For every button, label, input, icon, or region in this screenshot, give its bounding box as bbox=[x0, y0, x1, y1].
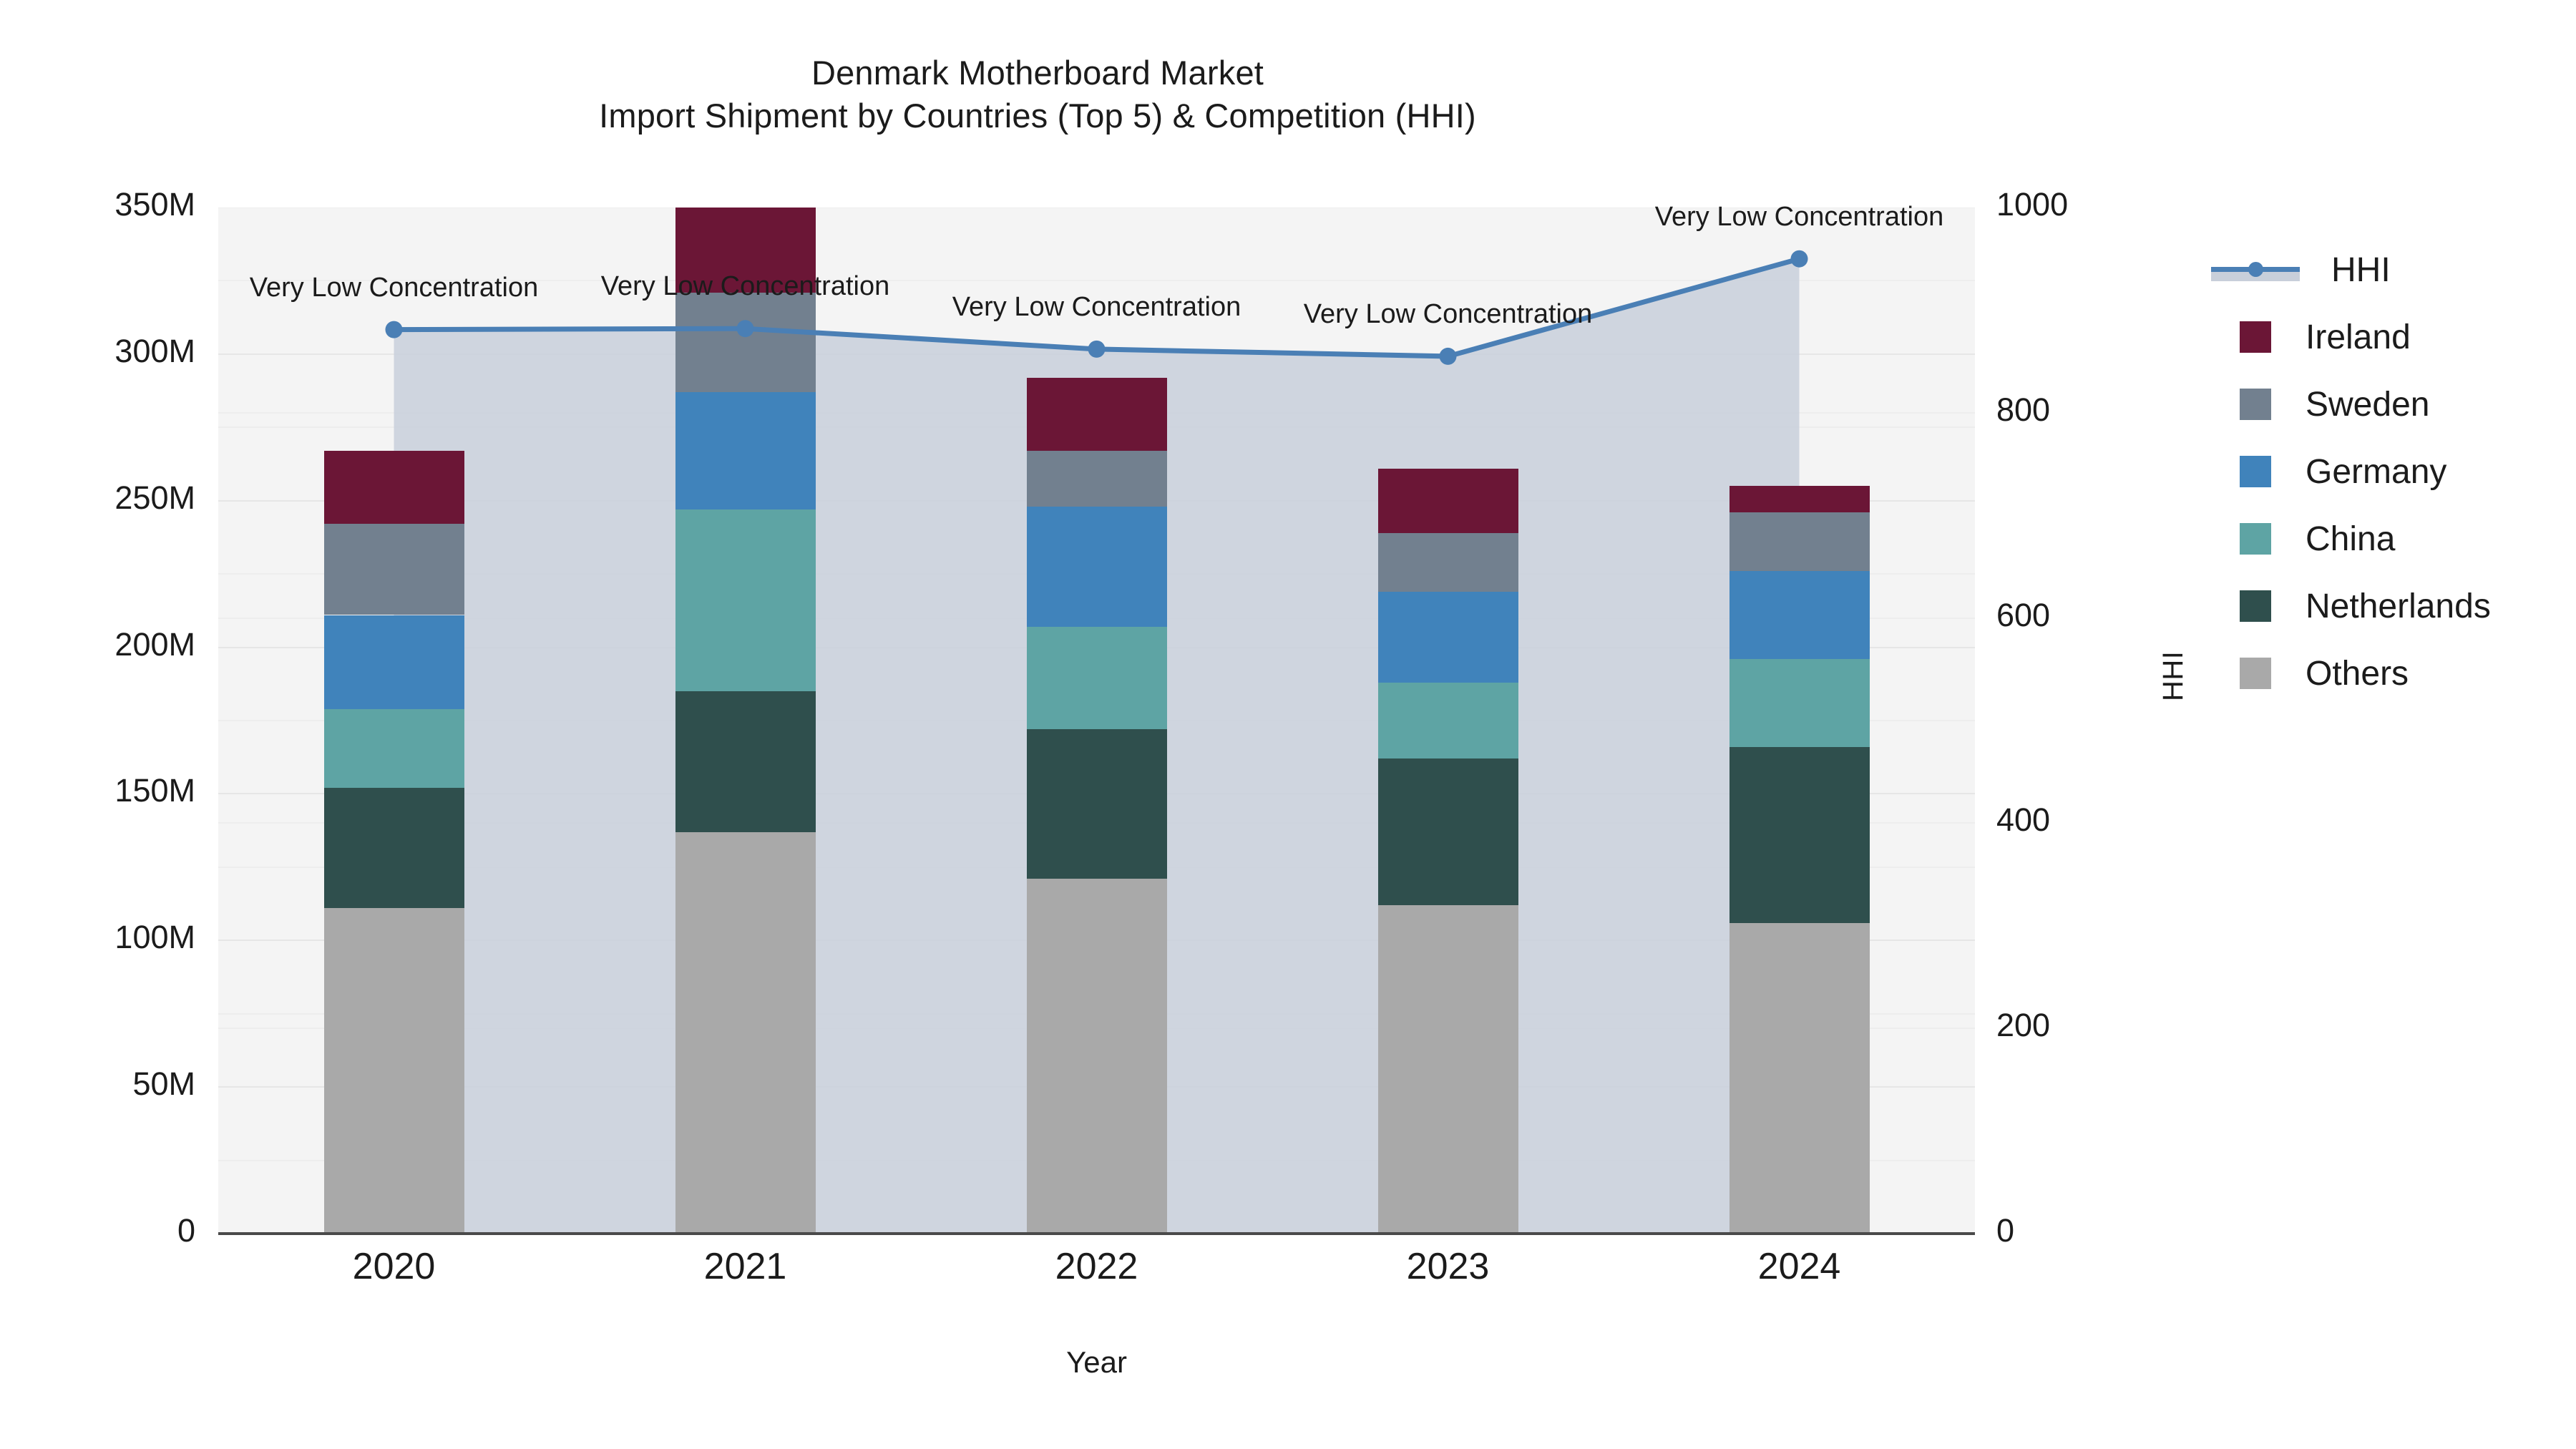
y-axis-left-tick: 200M bbox=[114, 625, 195, 663]
legend-item[interactable]: Germany bbox=[2211, 438, 2562, 505]
bar-segment[interactable] bbox=[1026, 729, 1167, 879]
legend-color-swatch bbox=[2240, 321, 2271, 353]
hhi-annotation: Very Low Concentration bbox=[249, 272, 539, 303]
y-axis-left-tick: 250M bbox=[114, 479, 195, 516]
hhi-annotation: Very Low Concentration bbox=[600, 271, 890, 302]
legend: HHI Ireland Sweden Germany China Netherlands O… bbox=[2211, 236, 2562, 707]
x-axis-label: Year bbox=[1066, 1345, 1127, 1379]
bar-segment[interactable] bbox=[323, 524, 464, 615]
legend-line-icon bbox=[2211, 254, 2300, 286]
y-axis-right-tick: 0 bbox=[1996, 1212, 2015, 1249]
legend-item[interactable]: China bbox=[2211, 505, 2562, 572]
bar-segment[interactable] bbox=[1026, 377, 1167, 452]
plot-area bbox=[218, 208, 1975, 1234]
hhi-annotation: Very Low Concentration bbox=[1654, 201, 1944, 232]
bar-segment[interactable] bbox=[1729, 746, 1870, 923]
hhi-marker[interactable] bbox=[1439, 347, 1457, 365]
legend-label: HHI bbox=[2331, 250, 2391, 289]
legend-item[interactable]: Sweden bbox=[2211, 371, 2562, 438]
bar-segment[interactable] bbox=[1026, 879, 1167, 1234]
hhi-annotation: Very Low Concentration bbox=[952, 291, 1241, 322]
bar-segment[interactable] bbox=[323, 908, 464, 1234]
bar-segment[interactable] bbox=[675, 392, 816, 509]
bar-segment[interactable] bbox=[1377, 682, 1518, 759]
x-axis-tick: 2024 bbox=[1757, 1246, 1841, 1287]
bar-segment[interactable] bbox=[1377, 591, 1518, 683]
bar-segment[interactable] bbox=[675, 831, 816, 1234]
plot-inner bbox=[218, 208, 1975, 1234]
bar-segment[interactable] bbox=[1729, 922, 1870, 1234]
bar-segment[interactable] bbox=[1729, 571, 1870, 659]
legend-label: Germany bbox=[2306, 452, 2447, 491]
gridline-major bbox=[218, 353, 1975, 355]
legend-item[interactable]: Others bbox=[2211, 640, 2562, 707]
x-axis-spine bbox=[218, 1232, 1975, 1235]
x-axis-tick: 2020 bbox=[352, 1246, 436, 1287]
bar-segment[interactable] bbox=[1377, 468, 1518, 533]
bar-segment[interactable] bbox=[1377, 532, 1518, 592]
bar-segment[interactable] bbox=[323, 615, 464, 709]
x-axis-tick: 2021 bbox=[703, 1246, 787, 1287]
chart-title-line-1: Denmark Motherboard Market bbox=[811, 54, 1264, 92]
y-axis-left-tick: 150M bbox=[114, 772, 195, 809]
legend-label: Sweden bbox=[2306, 385, 2430, 424]
legend-color-swatch bbox=[2240, 590, 2271, 622]
chart-title: Denmark Motherboard Market Import Shipme… bbox=[0, 52, 2075, 137]
x-axis-tick: 2022 bbox=[1055, 1246, 1138, 1287]
y-axis-right-tick: 1000 bbox=[1996, 186, 2069, 223]
chart-title-line-2: Import Shipment by Countries (Top 5) & C… bbox=[599, 97, 1476, 135]
bar-segment[interactable] bbox=[1377, 905, 1518, 1234]
legend-label: China bbox=[2306, 519, 2396, 558]
hhi-annotation: Very Low Concentration bbox=[1303, 298, 1593, 329]
legend-color-swatch bbox=[2240, 523, 2271, 555]
bar-segment[interactable] bbox=[323, 708, 464, 789]
bar-segment[interactable] bbox=[1729, 512, 1870, 572]
y-axis-left-tick: 300M bbox=[114, 332, 195, 369]
bar-segment[interactable] bbox=[1729, 486, 1870, 513]
y-axis-left-tick: 50M bbox=[132, 1065, 195, 1103]
y-axis-right-tick: 200 bbox=[1996, 1007, 2051, 1044]
x-axis-tick: 2023 bbox=[1406, 1246, 1490, 1287]
hhi-marker[interactable] bbox=[1088, 340, 1106, 358]
legend-label: Netherlands bbox=[2306, 587, 2491, 625]
legend-item[interactable]: HHI bbox=[2211, 236, 2562, 303]
bar-segment[interactable] bbox=[1026, 451, 1167, 507]
bar-segment[interactable] bbox=[1026, 626, 1167, 730]
hhi-marker[interactable] bbox=[385, 321, 403, 338]
y-axis-left-tick: 350M bbox=[114, 186, 195, 223]
bar-segment[interactable] bbox=[1377, 758, 1518, 906]
bar-segment[interactable] bbox=[1026, 506, 1167, 627]
legend-line-dot bbox=[2248, 262, 2263, 277]
legend-color-swatch bbox=[2240, 658, 2271, 689]
legend-label: Ireland bbox=[2306, 318, 2411, 356]
y-axis-right-tick: 600 bbox=[1996, 596, 2051, 633]
bar-segment[interactable] bbox=[675, 292, 816, 393]
legend-item[interactable]: Ireland bbox=[2211, 303, 2562, 371]
legend-color-swatch bbox=[2240, 389, 2271, 420]
bar-segment[interactable] bbox=[1729, 658, 1870, 747]
y-axis-left-tick: 0 bbox=[177, 1212, 195, 1249]
legend-color-swatch bbox=[2240, 456, 2271, 487]
bar-segment[interactable] bbox=[675, 509, 816, 692]
y-axis-right-tick: 400 bbox=[1996, 801, 2051, 839]
bar-segment[interactable] bbox=[323, 788, 464, 909]
legend-item[interactable]: Netherlands bbox=[2211, 572, 2562, 640]
bar-segment[interactable] bbox=[675, 691, 816, 832]
y-axis-right-tick: 800 bbox=[1996, 391, 2051, 428]
legend-label: Others bbox=[2306, 654, 2409, 693]
y-axis-left-tick: 100M bbox=[114, 919, 195, 956]
bar-segment[interactable] bbox=[323, 451, 464, 525]
hhi-marker[interactable] bbox=[1790, 250, 1808, 268]
y-axis-right-label: HHI bbox=[2157, 650, 2189, 701]
